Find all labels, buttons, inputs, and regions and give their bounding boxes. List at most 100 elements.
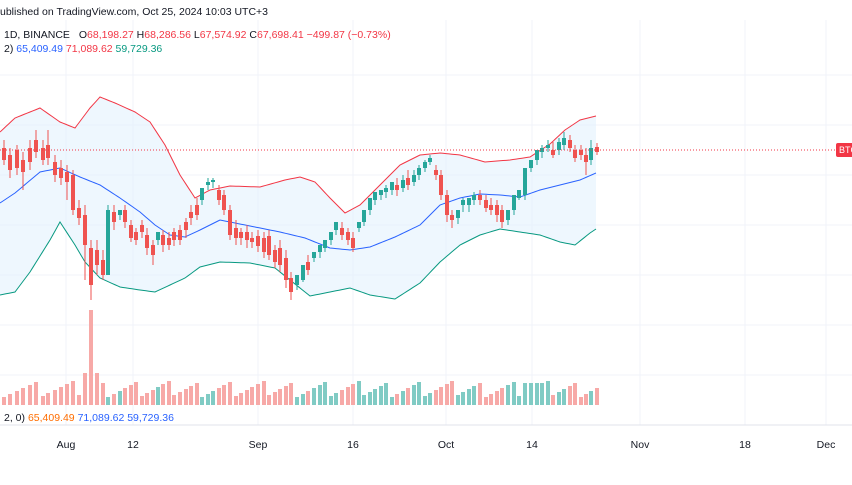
candle-body [101, 260, 105, 275]
candle-body [228, 210, 232, 235]
volume-bar [329, 396, 333, 405]
candle-body [77, 208, 81, 218]
volume-bar [156, 387, 160, 405]
candle-body [195, 205, 199, 215]
candle-body [41, 148, 45, 160]
volume-bar [195, 383, 199, 405]
candle-body [245, 232, 249, 240]
candle-body [546, 145, 550, 148]
volume-bar [71, 381, 75, 405]
volume-bar [278, 389, 282, 405]
candle-body [289, 278, 293, 292]
candle-body [472, 195, 476, 200]
open-label: O [78, 29, 88, 41]
volume-bar [461, 392, 465, 405]
candle-body [172, 232, 176, 240]
volume-bar [489, 394, 493, 405]
volume-bar [573, 383, 577, 405]
volume-bar [200, 397, 204, 405]
volume-bar [340, 390, 344, 405]
candle-body [184, 222, 188, 230]
candle-body [445, 195, 449, 215]
candle-body [278, 248, 282, 265]
volume-bar [161, 384, 165, 405]
volume-bar [584, 394, 588, 405]
volume-bar [500, 388, 504, 405]
candle-body [568, 140, 572, 148]
ohlc-legend: 1D, BINANCE O68,198.27 H68,286.56 L67,57… [4, 29, 391, 41]
volume-bar [417, 382, 421, 405]
x-axis-label-oct: Oct [437, 439, 455, 451]
volume-bar [568, 386, 572, 405]
volume-bar [434, 390, 438, 405]
candle-body [46, 145, 50, 158]
candle-body [517, 190, 521, 198]
bb-basis-value: 65,409.49 [16, 43, 63, 55]
candle-body [140, 225, 144, 232]
candle-body [256, 236, 260, 246]
candle-body [167, 238, 171, 245]
volume-bar [562, 389, 566, 405]
volume-bar [289, 383, 293, 405]
candle-body [262, 238, 266, 252]
bb-bottom-params: 2, 0) [4, 412, 26, 424]
volume-bar [334, 393, 338, 405]
volume-bar [351, 384, 355, 405]
volume-bar [151, 390, 155, 405]
candle-body [417, 168, 421, 175]
candle-body [323, 240, 327, 248]
candle-body [306, 262, 310, 270]
candle-body [112, 212, 116, 222]
volume-bar [384, 383, 388, 405]
candle-body [584, 155, 588, 162]
volume-bar [445, 384, 449, 405]
volume-bar [129, 385, 133, 405]
volume-bar [390, 397, 394, 405]
volume-bar [83, 373, 87, 405]
volume-bar [172, 395, 176, 405]
candle-body [551, 150, 555, 155]
volume-bar [472, 386, 476, 405]
candle-body [53, 162, 57, 175]
volume-bar [234, 396, 238, 405]
volume-bar [89, 310, 93, 405]
volume-bar [228, 382, 232, 405]
volume-bar [357, 381, 361, 405]
candle-body [8, 155, 12, 170]
volume-bar [106, 397, 110, 405]
candle-body [428, 158, 432, 162]
volume-bar [211, 391, 215, 405]
volume-bar [362, 395, 366, 405]
volume-bar [423, 396, 427, 405]
volume-bar [184, 389, 188, 405]
volume-bar [467, 389, 471, 405]
volume-bar [595, 388, 599, 405]
volume-bar [46, 393, 50, 405]
volume-bar [145, 393, 149, 405]
candle-body [83, 215, 87, 245]
volume-bar [112, 394, 116, 405]
x-axis-label-18: 18 [739, 439, 751, 451]
candle-body [373, 192, 377, 200]
candle-body [557, 142, 561, 150]
volume-bar [540, 383, 544, 405]
volume-bar [512, 382, 516, 405]
bb-bottom-basis: 65,409.49 [27, 412, 75, 424]
volume-bar [101, 383, 105, 405]
bollinger-lower-band [0, 221, 597, 300]
volume-bar [295, 397, 299, 405]
low-label: L [193, 29, 200, 41]
candle-body [523, 168, 527, 195]
bollinger-legend-bottom: 2, 0) 65,409.49 71,089.62 59,729.36 [4, 412, 174, 424]
candle-body [357, 222, 361, 228]
volume-bar [15, 391, 19, 405]
candle-body [351, 238, 355, 248]
candle-body [65, 172, 69, 182]
candle-body [312, 252, 316, 258]
volume-bar [379, 386, 383, 405]
candle-body [106, 210, 110, 275]
candle-body [535, 150, 539, 160]
volume-bar [256, 384, 260, 405]
volume-bar [273, 392, 277, 405]
